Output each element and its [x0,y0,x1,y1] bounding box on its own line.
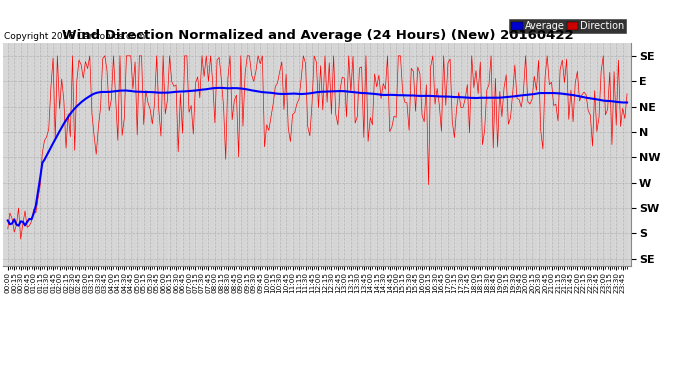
Legend: Average, Direction: Average, Direction [509,19,627,33]
Text: Copyright 2016 Cartronics.com: Copyright 2016 Cartronics.com [4,32,146,41]
Title: Wind Direction Normalized and Average (24 Hours) (New) 20160422: Wind Direction Normalized and Average (2… [61,29,573,42]
